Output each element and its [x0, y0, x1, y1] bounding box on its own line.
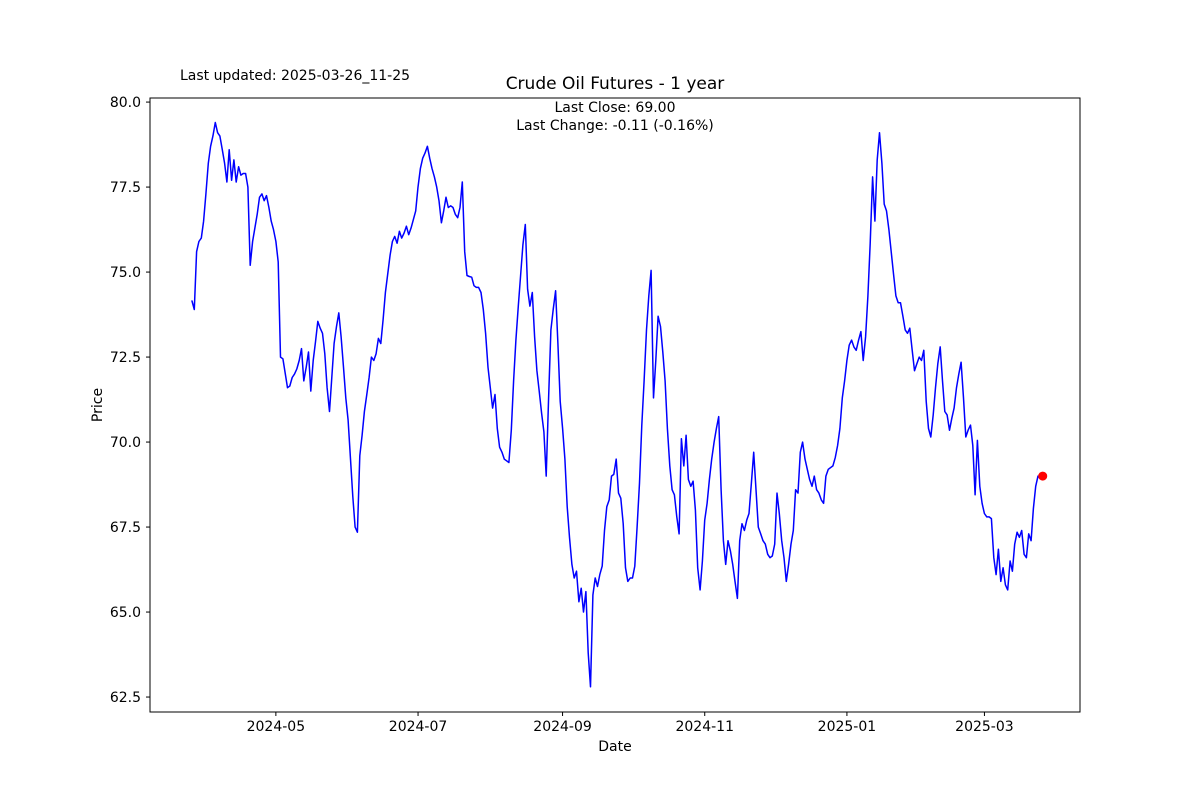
- y-tick-label: 75.0: [110, 265, 141, 281]
- y-tick-label: 67.5: [110, 520, 141, 536]
- x-tick-label: 2024-09: [533, 719, 592, 735]
- price-line-series: [191, 121, 1044, 688]
- y-axis-title: Price: [90, 388, 106, 422]
- x-tick-label: 2024-07: [389, 719, 448, 735]
- x-tick-label: 2025-01: [818, 719, 877, 735]
- last-change-annotation: Last Change: -0.11 (-0.16%): [516, 118, 714, 134]
- y-tick-label: 77.5: [110, 180, 141, 196]
- last-close-annotation: Last Close: 69.00: [555, 100, 676, 116]
- x-tick-label: 2025-03: [955, 719, 1014, 735]
- last-updated-label: Last updated: 2025-03-26_11-25: [180, 68, 410, 84]
- axes: 62.5 65.0 67.5 70.0 72.5 75.0 77.5 80.0 2024-05 2…: [110, 95, 1014, 735]
- x-tick-label: 2024-11: [675, 719, 734, 735]
- chart-title: Crude Oil Futures - 1 year: [506, 74, 725, 94]
- x-axis-title: Date: [598, 739, 631, 755]
- y-tick-label: 70.0: [110, 435, 141, 451]
- y-tick-label: 80.0: [110, 95, 141, 111]
- x-tick-label: 2024-05: [247, 719, 306, 735]
- y-tick-label: 62.5: [110, 690, 141, 706]
- last-close-marker-dot: [1038, 471, 1048, 481]
- y-tick-label: 65.0: [110, 605, 141, 621]
- y-tick-label: 72.5: [110, 350, 141, 366]
- plot-border: [149, 97, 1081, 713]
